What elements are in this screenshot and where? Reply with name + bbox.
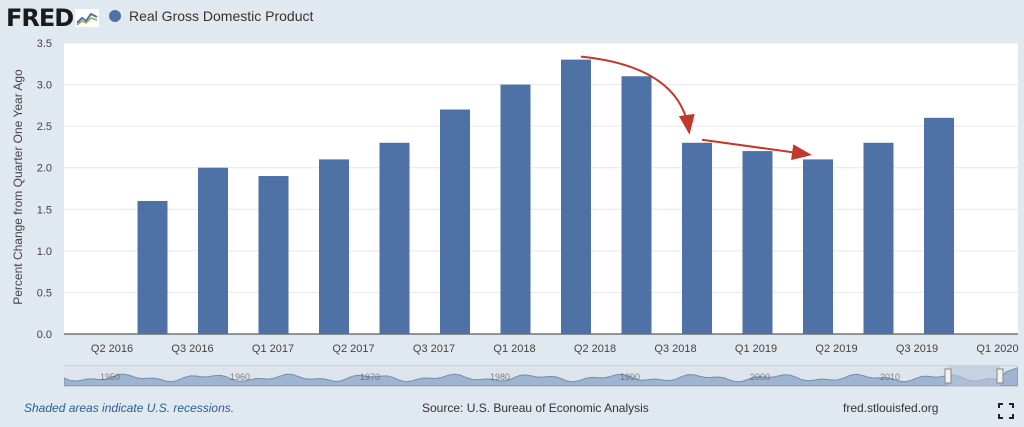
- bar-chart: 0.0 0.5 1.0 1.5 2.0 2.5 3.0 3.5 Q2 2016 Q3 2016 Q…: [37, 38, 1019, 355]
- bar-q3-2018[interactable]: [621, 76, 652, 334]
- navigator-year-label: 2000: [750, 372, 770, 382]
- legend-label: Real Gross Domestic Product: [129, 8, 314, 24]
- x-tick-label: Q1 2018: [493, 343, 535, 355]
- annotation-arrow: [701, 138, 812, 161]
- x-tick-label: Q2 2019: [815, 343, 857, 355]
- x-tick-label: Q3 2017: [413, 343, 455, 355]
- bar-q3-2017[interactable]: [379, 142, 410, 334]
- x-tick-label: Q2 2018: [574, 343, 616, 355]
- x-tick-label: Q1 2020: [976, 343, 1018, 355]
- fred-logo-chart-icon: [75, 9, 100, 27]
- navigator-selection[interactable]: [948, 366, 1000, 386]
- recession-note: Shaded areas indicate U.S. recessions.: [24, 401, 235, 415]
- navigator-year-label: 1970: [360, 372, 380, 382]
- y-tick-label: 0.0: [37, 329, 52, 341]
- x-tick-label: Q2 2017: [332, 343, 374, 355]
- navigator-area: [63, 366, 1019, 387]
- y-tick-label: 2.5: [37, 121, 52, 133]
- bar-q2-2018[interactable]: [561, 59, 591, 334]
- navigator-year-label: 1960: [230, 372, 250, 382]
- bar-q4-2017[interactable]: [440, 109, 470, 334]
- annotation-arrow: [580, 55, 695, 135]
- bar-q1-2018[interactable]: [500, 84, 531, 334]
- fullscreen-icon[interactable]: [998, 403, 1014, 419]
- source-text: Source: U.S. Bureau of Economic Analysis: [422, 401, 649, 415]
- bar-q2-2019[interactable]: [803, 159, 833, 334]
- bar-q1-2019[interactable]: [742, 151, 773, 334]
- bar-q3-2016[interactable]: [137, 200, 168, 334]
- x-tick-label: Q3 2016: [171, 343, 213, 355]
- y-tick-label: 3.5: [37, 38, 52, 50]
- x-tick-label: Q1 2017: [252, 343, 294, 355]
- navigator-year-label: 1990: [620, 372, 640, 382]
- navigator-year-label: 1950: [100, 372, 120, 382]
- range-navigator[interactable]: 1950 1960 1970 1980 1990 2000 2010: [63, 365, 1019, 387]
- navigator-year-label: 2010: [880, 372, 900, 382]
- bar-q1-2017[interactable]: [258, 176, 289, 334]
- bar-q3-2019[interactable]: [863, 142, 894, 334]
- fred-logo[interactable]: FRED: [6, 3, 100, 33]
- x-tick-label: Q2 2016: [91, 343, 133, 355]
- legend[interactable]: Real Gross Domestic Product: [109, 8, 313, 24]
- fred-url[interactable]: fred.stlouisfed.org: [843, 401, 939, 415]
- navigator-handle[interactable]: [944, 368, 952, 384]
- x-tick-label: Q3 2019: [896, 343, 938, 355]
- y-tick-label: 3.0: [37, 80, 52, 92]
- bar-q4-2016[interactable]: [198, 167, 228, 334]
- navigator-year-label: 1980: [490, 372, 510, 382]
- bar-q2-2017[interactable]: [319, 159, 349, 334]
- navigator-series: 1950 1960 1970 1980 1990 2000 2010: [63, 366, 1019, 387]
- y-tick-label: 1.5: [37, 204, 52, 216]
- x-tick-label: Q3 2018: [654, 343, 696, 355]
- legend-swatch: [109, 10, 121, 22]
- fred-logo-text: FRED: [6, 4, 74, 32]
- y-tick-label: 1.0: [37, 246, 52, 258]
- y-tick-label: 0.5: [37, 287, 52, 299]
- x-tick-label: Q1 2019: [735, 343, 777, 355]
- navigator-handle[interactable]: [996, 368, 1004, 384]
- chart-header: FRED Real Gross Domestic Product: [0, 0, 1024, 36]
- bar-q4-2019[interactable]: [924, 117, 954, 334]
- y-tick-label: 2.0: [37, 163, 52, 175]
- bar-q4-2018[interactable]: [682, 142, 712, 334]
